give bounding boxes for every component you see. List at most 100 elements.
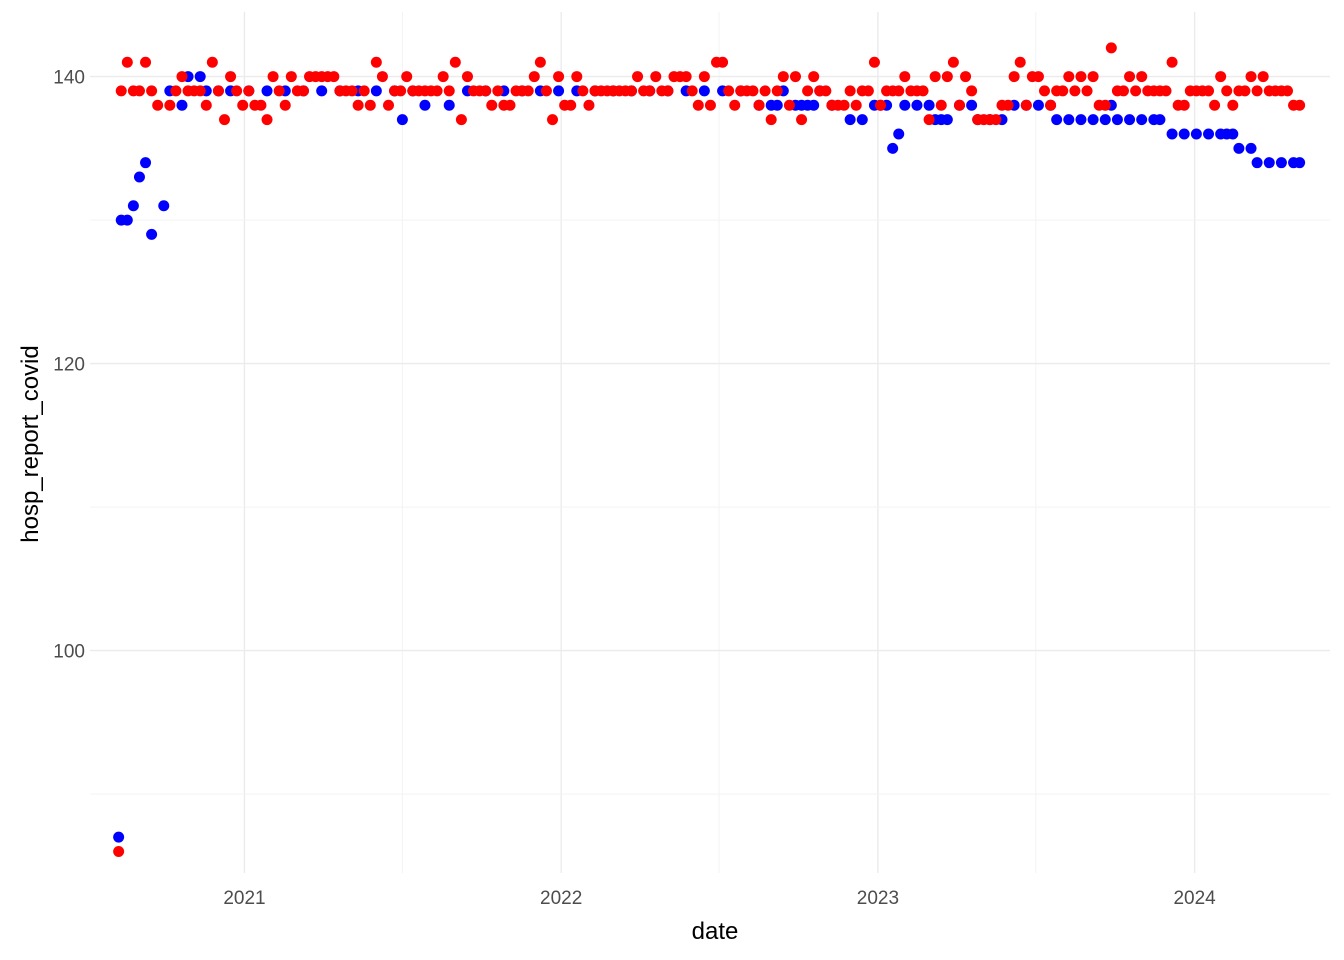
data-point bbox=[1190, 128, 1202, 140]
data-point bbox=[650, 71, 662, 83]
data-point bbox=[1245, 71, 1257, 83]
data-point bbox=[492, 85, 504, 97]
data-point bbox=[437, 71, 449, 83]
data-point bbox=[255, 99, 267, 111]
data-point bbox=[1275, 157, 1287, 169]
data-point bbox=[856, 114, 868, 126]
data-point bbox=[1111, 114, 1123, 126]
data-point bbox=[789, 71, 801, 83]
data-point bbox=[862, 85, 874, 97]
data-point bbox=[140, 157, 152, 169]
data-point bbox=[237, 99, 249, 111]
data-point bbox=[1124, 71, 1136, 83]
data-point bbox=[1075, 71, 1087, 83]
y-axis-title: hosp_report_covid bbox=[17, 345, 44, 542]
data-point bbox=[401, 71, 413, 83]
data-point bbox=[553, 71, 565, 83]
data-point bbox=[364, 99, 376, 111]
data-point bbox=[632, 71, 644, 83]
data-points bbox=[113, 42, 1306, 857]
data-point bbox=[680, 71, 692, 83]
data-point bbox=[547, 114, 559, 126]
data-point bbox=[267, 71, 279, 83]
data-point bbox=[534, 56, 546, 68]
data-point bbox=[1045, 99, 1057, 111]
data-point bbox=[395, 85, 407, 97]
data-point bbox=[376, 71, 388, 83]
data-point bbox=[461, 71, 473, 83]
data-point bbox=[723, 85, 735, 97]
data-point bbox=[644, 85, 656, 97]
data-point bbox=[1063, 71, 1075, 83]
data-point bbox=[960, 71, 972, 83]
data-point bbox=[717, 56, 729, 68]
data-point bbox=[1263, 157, 1275, 169]
data-point bbox=[194, 85, 206, 97]
data-point bbox=[571, 71, 583, 83]
data-point bbox=[565, 99, 577, 111]
data-point bbox=[1221, 85, 1233, 97]
x-axis-title: date bbox=[692, 918, 739, 945]
x-tick-label: 2021 bbox=[223, 888, 265, 909]
data-point bbox=[212, 85, 224, 97]
data-point bbox=[747, 85, 759, 97]
data-point bbox=[522, 85, 534, 97]
data-point bbox=[802, 85, 814, 97]
data-point bbox=[704, 99, 716, 111]
data-point bbox=[777, 71, 789, 83]
x-tick-label: 2024 bbox=[1173, 888, 1216, 909]
data-point bbox=[1020, 99, 1032, 111]
data-point bbox=[1178, 128, 1190, 140]
data-point bbox=[553, 85, 565, 97]
data-point bbox=[1063, 114, 1075, 126]
data-point bbox=[1209, 99, 1221, 111]
data-point bbox=[1203, 85, 1215, 97]
data-point bbox=[358, 85, 370, 97]
data-point bbox=[170, 85, 182, 97]
data-point bbox=[504, 99, 516, 111]
data-point bbox=[583, 99, 595, 111]
data-point bbox=[808, 99, 820, 111]
data-point bbox=[261, 85, 273, 97]
data-point bbox=[875, 99, 887, 111]
data-point bbox=[935, 99, 947, 111]
data-point bbox=[127, 200, 139, 212]
data-point bbox=[698, 71, 710, 83]
data-point bbox=[1227, 99, 1239, 111]
data-point bbox=[176, 71, 188, 83]
data-point bbox=[1039, 85, 1051, 97]
data-point bbox=[1051, 114, 1063, 126]
data-point bbox=[146, 85, 158, 97]
data-point bbox=[911, 99, 923, 111]
data-point bbox=[990, 114, 1002, 126]
data-point bbox=[113, 845, 125, 857]
data-point bbox=[1057, 85, 1069, 97]
data-point bbox=[765, 114, 777, 126]
data-point bbox=[200, 99, 212, 111]
data-point bbox=[917, 85, 929, 97]
data-point bbox=[698, 85, 710, 97]
data-point bbox=[115, 85, 127, 97]
data-point bbox=[771, 99, 783, 111]
data-point bbox=[133, 85, 145, 97]
data-point bbox=[1075, 114, 1087, 126]
data-point bbox=[443, 99, 455, 111]
data-point bbox=[164, 99, 176, 111]
data-point bbox=[899, 99, 911, 111]
data-point bbox=[1105, 42, 1117, 54]
data-point bbox=[1154, 114, 1166, 126]
data-point bbox=[893, 128, 905, 140]
data-point bbox=[692, 99, 704, 111]
y-tick-label: 140 bbox=[53, 68, 85, 89]
data-point bbox=[887, 142, 899, 154]
data-point bbox=[941, 114, 953, 126]
data-point bbox=[133, 171, 145, 183]
data-point bbox=[923, 114, 935, 126]
data-point bbox=[1245, 142, 1257, 154]
data-point bbox=[1032, 99, 1044, 111]
x-tick-label: 2023 bbox=[857, 888, 899, 909]
data-point bbox=[1203, 128, 1215, 140]
data-point bbox=[929, 71, 941, 83]
data-point bbox=[1087, 71, 1099, 83]
data-point bbox=[1087, 114, 1099, 126]
